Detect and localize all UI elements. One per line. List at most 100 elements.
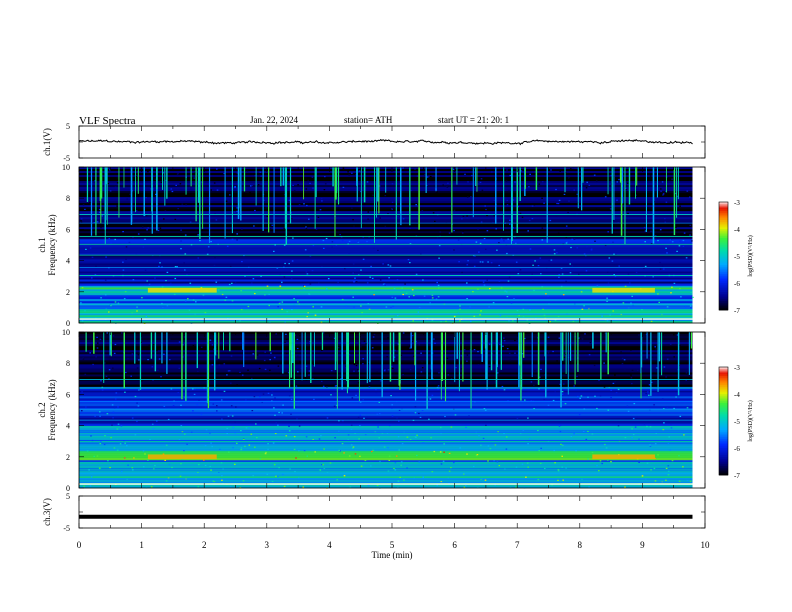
spectrogram-band	[79, 321, 693, 324]
colorbar-label: log(PSD)(V²/Hz)	[747, 400, 754, 441]
colorbar-swatch	[719, 372, 728, 375]
spectrogram-band	[79, 273, 693, 276]
spectrogram-band	[79, 356, 693, 359]
colorbar-ch2: -3 -4 -5 -6 -7 log(PSD)(V²/Hz)	[718, 364, 754, 480]
spectrogram-band	[79, 315, 693, 318]
spectrogram-band	[79, 267, 693, 270]
spectrogram-band	[79, 431, 693, 435]
spectrogram-band	[79, 217, 693, 220]
spectrogram-band	[79, 448, 693, 451]
spectrogram-band	[79, 350, 693, 353]
colorbar-swatch	[719, 218, 728, 221]
y-tick-label: 6	[66, 390, 70, 399]
colorbar-swatch	[719, 444, 728, 447]
spectrogram-band	[79, 239, 693, 242]
spectrogram-band	[79, 366, 693, 369]
spectrogram-band	[79, 275, 693, 278]
y-tick-label: -5	[63, 154, 70, 163]
spectrogram-band	[79, 446, 693, 449]
spectrogram-band	[79, 289, 693, 292]
colorbar-swatch	[719, 266, 728, 269]
colorbar-swatch	[719, 205, 728, 208]
colorbar-swatch	[719, 232, 728, 235]
colorbar-swatch	[719, 272, 728, 275]
colorbar-swatch	[719, 386, 728, 389]
spectrogram-band	[79, 376, 693, 379]
spectrogram-band	[79, 221, 693, 224]
spectrogram-band	[79, 362, 693, 365]
colorbar-swatch	[719, 401, 728, 404]
colorbar-swatch	[719, 239, 728, 242]
spectrogram-band	[79, 287, 693, 290]
colorbar-swatch	[719, 209, 728, 212]
spectrogram-band	[79, 237, 693, 240]
spectrogram-band	[79, 382, 693, 385]
spectrogram-band	[79, 223, 693, 226]
colorbar-swatch	[719, 367, 728, 370]
spectrogram-band	[79, 398, 693, 401]
colorbar-swatch	[719, 379, 728, 382]
colorbar-swatch	[719, 270, 728, 273]
spectrogram-band	[79, 219, 693, 222]
spectrogram-band	[79, 396, 693, 399]
colorbar-swatch	[719, 430, 728, 433]
waveform-line	[78, 138, 693, 146]
x-tick-label: 8	[578, 540, 583, 550]
spectrogram-band	[79, 394, 693, 397]
spectrogram-band	[79, 297, 693, 300]
spectrogram-band	[79, 474, 693, 477]
spectrogram-band	[79, 255, 693, 258]
colorbar-swatch	[719, 428, 728, 431]
enhanced-emission	[147, 287, 217, 293]
spectrogram-band	[79, 253, 693, 256]
spectrogram-band	[79, 203, 693, 206]
x-tick-label: 3	[265, 540, 270, 550]
colorbar-swatch	[719, 413, 728, 416]
spectrogram-band	[79, 279, 693, 282]
spectrogram-band	[79, 452, 693, 455]
spectrogram-band	[79, 444, 693, 447]
colorbar-swatch	[719, 241, 728, 244]
y-tick-label: 4	[66, 257, 70, 266]
enhanced-emission	[147, 454, 217, 460]
colorbar-tick-label: -6	[734, 280, 740, 288]
colorbar-swatch	[719, 440, 728, 443]
colorbar-swatch	[719, 377, 728, 380]
spectrogram-band	[79, 402, 693, 405]
spectrogram-band	[79, 317, 693, 320]
y-tick-label: 0	[66, 484, 70, 493]
spectrogram-band	[79, 436, 693, 439]
spectrogram-band	[79, 311, 693, 314]
colorbar-swatch	[719, 419, 728, 422]
spectrogram-band	[79, 195, 693, 198]
spectrogram-band	[79, 423, 693, 426]
colorbar-swatch	[719, 221, 728, 224]
colorbar-swatch	[719, 442, 728, 445]
spectrogram-band	[79, 392, 693, 395]
colorbar-swatch	[719, 466, 728, 469]
y-tick-label: 8	[66, 194, 70, 203]
spectrogram-band	[79, 390, 693, 393]
spectrogram-band	[79, 346, 693, 349]
colorbar-swatch	[719, 406, 728, 409]
spectrogram-band	[79, 372, 693, 375]
colorbar-swatch	[719, 404, 728, 407]
colorbar-swatch	[719, 236, 728, 239]
spectrogram-band	[79, 207, 693, 210]
colorbar-frame	[718, 201, 729, 311]
spectrogram-band	[79, 482, 693, 485]
ch1-waveform-panel: 5 -5 ch.1(V)	[42, 122, 706, 163]
colorbar-swatch	[719, 229, 728, 232]
colorbar-swatch	[719, 263, 728, 266]
colorbar-swatch	[719, 458, 728, 461]
spectrogram-band	[79, 406, 693, 409]
colorbar-tick-label: -4	[734, 391, 740, 399]
colorbar-swatch	[719, 268, 728, 271]
spectrogram-band	[79, 411, 693, 415]
spectrogram-band	[79, 348, 693, 351]
colorbar-swatch	[719, 397, 728, 400]
spectrogram-band	[79, 454, 693, 457]
colorbar-swatch	[719, 462, 728, 465]
colorbar-swatch	[719, 250, 728, 253]
spectrogram-band	[79, 456, 693, 459]
